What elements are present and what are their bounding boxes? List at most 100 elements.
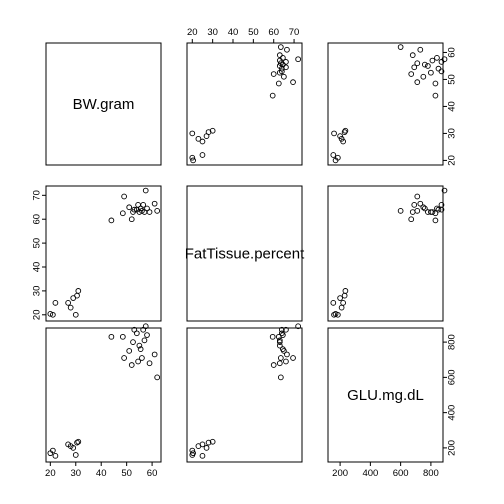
- variable-label-glu-mg-dl: GLU.mg.dL: [347, 387, 424, 404]
- data-point: [140, 202, 147, 208]
- data-point: [119, 333, 126, 340]
- data-point: [331, 130, 337, 137]
- data-point: [277, 355, 284, 361]
- data-point: [203, 445, 210, 451]
- data-point: [199, 138, 206, 145]
- data-point: [281, 73, 287, 80]
- tick-label: 200: [447, 440, 458, 456]
- data-point: [295, 323, 301, 330]
- data-point: [432, 80, 439, 87]
- data-point: [432, 217, 439, 224]
- panel-2-3: [327, 185, 448, 322]
- tick-label: 40: [447, 101, 458, 112]
- data-point: [199, 152, 206, 158]
- data-point: [417, 46, 424, 53]
- data-point: [425, 63, 431, 69]
- data-point: [126, 348, 133, 354]
- data-point: [283, 59, 289, 65]
- data-point: [72, 452, 79, 458]
- data-point: [283, 326, 289, 333]
- data-point: [429, 209, 436, 215]
- tick-label: 200: [332, 468, 348, 479]
- tick-label: 600: [447, 369, 458, 385]
- data-point: [283, 358, 289, 365]
- data-point: [135, 358, 141, 365]
- data-point: [414, 208, 421, 214]
- data-point: [189, 130, 196, 137]
- data-point: [435, 206, 442, 213]
- data-point: [136, 342, 143, 349]
- data-point: [420, 204, 427, 211]
- tick-label: 50: [248, 27, 259, 38]
- data-point: [432, 92, 439, 99]
- data-point: [435, 65, 442, 72]
- data-point: [331, 311, 337, 318]
- data-point: [342, 288, 349, 294]
- tick-label: 20: [45, 468, 56, 479]
- tick-label: 30: [32, 286, 43, 297]
- data-point: [441, 56, 448, 63]
- data-point: [142, 323, 149, 330]
- data-point: [408, 216, 415, 223]
- data-point: [295, 56, 301, 63]
- panel-frame: [45, 327, 162, 463]
- tick-label: 70: [32, 190, 43, 201]
- data-point: [429, 57, 436, 64]
- tick-label: 60: [447, 47, 458, 58]
- data-point: [195, 443, 202, 449]
- data-point: [151, 200, 158, 207]
- data-point: [411, 64, 418, 71]
- data-point: [121, 355, 127, 361]
- tick-label: 60: [147, 468, 158, 479]
- tick-label: 20: [32, 309, 43, 320]
- panel-1-3: [327, 42, 448, 166]
- data-point: [428, 69, 434, 76]
- data-point: [189, 154, 196, 161]
- data-point: [65, 299, 71, 306]
- data-point: [108, 217, 115, 224]
- tick-label: 800: [447, 334, 458, 350]
- data-point: [338, 304, 345, 311]
- data-point: [270, 71, 277, 77]
- y-axis-right-glu-mg-dl: 200 400 600 800: [442, 334, 458, 456]
- data-point: [209, 438, 216, 445]
- data-point: [190, 157, 196, 164]
- data-point: [284, 351, 290, 358]
- panel-2-2: FatTissue.percent: [185, 185, 305, 322]
- variable-label-fattissue-percent: FatTissue.percent: [185, 246, 305, 263]
- data-point: [277, 374, 284, 381]
- data-point: [411, 202, 418, 208]
- variable-label-bw-gram: BW.gram: [73, 96, 135, 113]
- data-point: [421, 61, 428, 68]
- data-point: [408, 71, 415, 77]
- data-point: [269, 333, 276, 340]
- data-point: [128, 362, 135, 368]
- data-point: [205, 439, 212, 446]
- tick-label: 30: [207, 27, 218, 38]
- panel-frame: [186, 327, 303, 463]
- data-point: [50, 311, 56, 318]
- data-point: [337, 295, 343, 301]
- tick-label: 400: [362, 468, 378, 479]
- data-point: [154, 208, 161, 214]
- x-axis-top-fattissue-percent: 20 30 40 50 60 70: [187, 27, 299, 44]
- data-point: [121, 193, 127, 200]
- data-point: [441, 187, 448, 194]
- tick-label: 400: [447, 405, 458, 421]
- data-point: [74, 292, 80, 299]
- data-point: [414, 60, 421, 67]
- data-point: [199, 452, 206, 459]
- data-point: [280, 346, 286, 353]
- data-point: [438, 202, 445, 208]
- data-point: [137, 346, 144, 353]
- data-point: [146, 209, 153, 215]
- data-point: [342, 127, 349, 134]
- data-point: [277, 60, 284, 67]
- data-point: [397, 208, 404, 214]
- panel-frame: [327, 185, 444, 322]
- data-point: [108, 333, 115, 340]
- data-point: [290, 79, 296, 85]
- panel-frame: [186, 185, 303, 322]
- data-point: [144, 332, 150, 338]
- data-point: [75, 288, 82, 294]
